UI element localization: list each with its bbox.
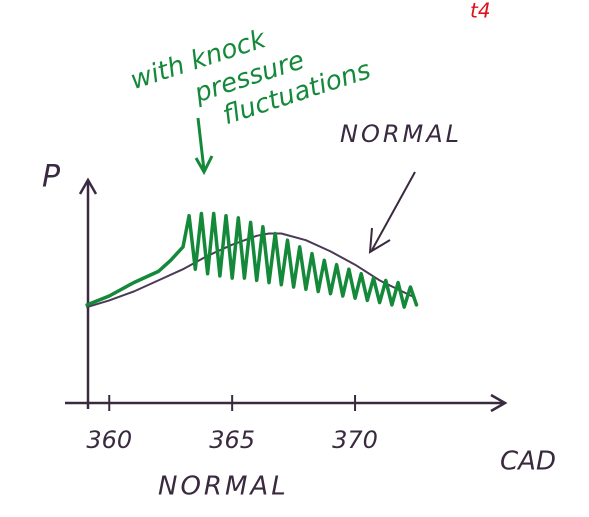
x-tick-label: 370 — [332, 426, 378, 454]
annotation: NORMAL — [340, 120, 462, 148]
knock-note: with knock pressure fluctuations — [127, 0, 375, 155]
annotation: t4 — [470, 0, 491, 23]
caption: NORMAL — [158, 472, 289, 502]
x-tick-label: 360 — [86, 426, 132, 454]
chart: P CAD NORMAL with knock pressure fluctua… — [0, 0, 589, 517]
x-axis-label: CAD — [500, 447, 556, 477]
y-axis-label: P — [42, 160, 61, 195]
arrow — [370, 172, 415, 252]
arrow — [196, 118, 212, 172]
x-tick-label: 365 — [209, 426, 255, 454]
series-line — [87, 214, 416, 308]
